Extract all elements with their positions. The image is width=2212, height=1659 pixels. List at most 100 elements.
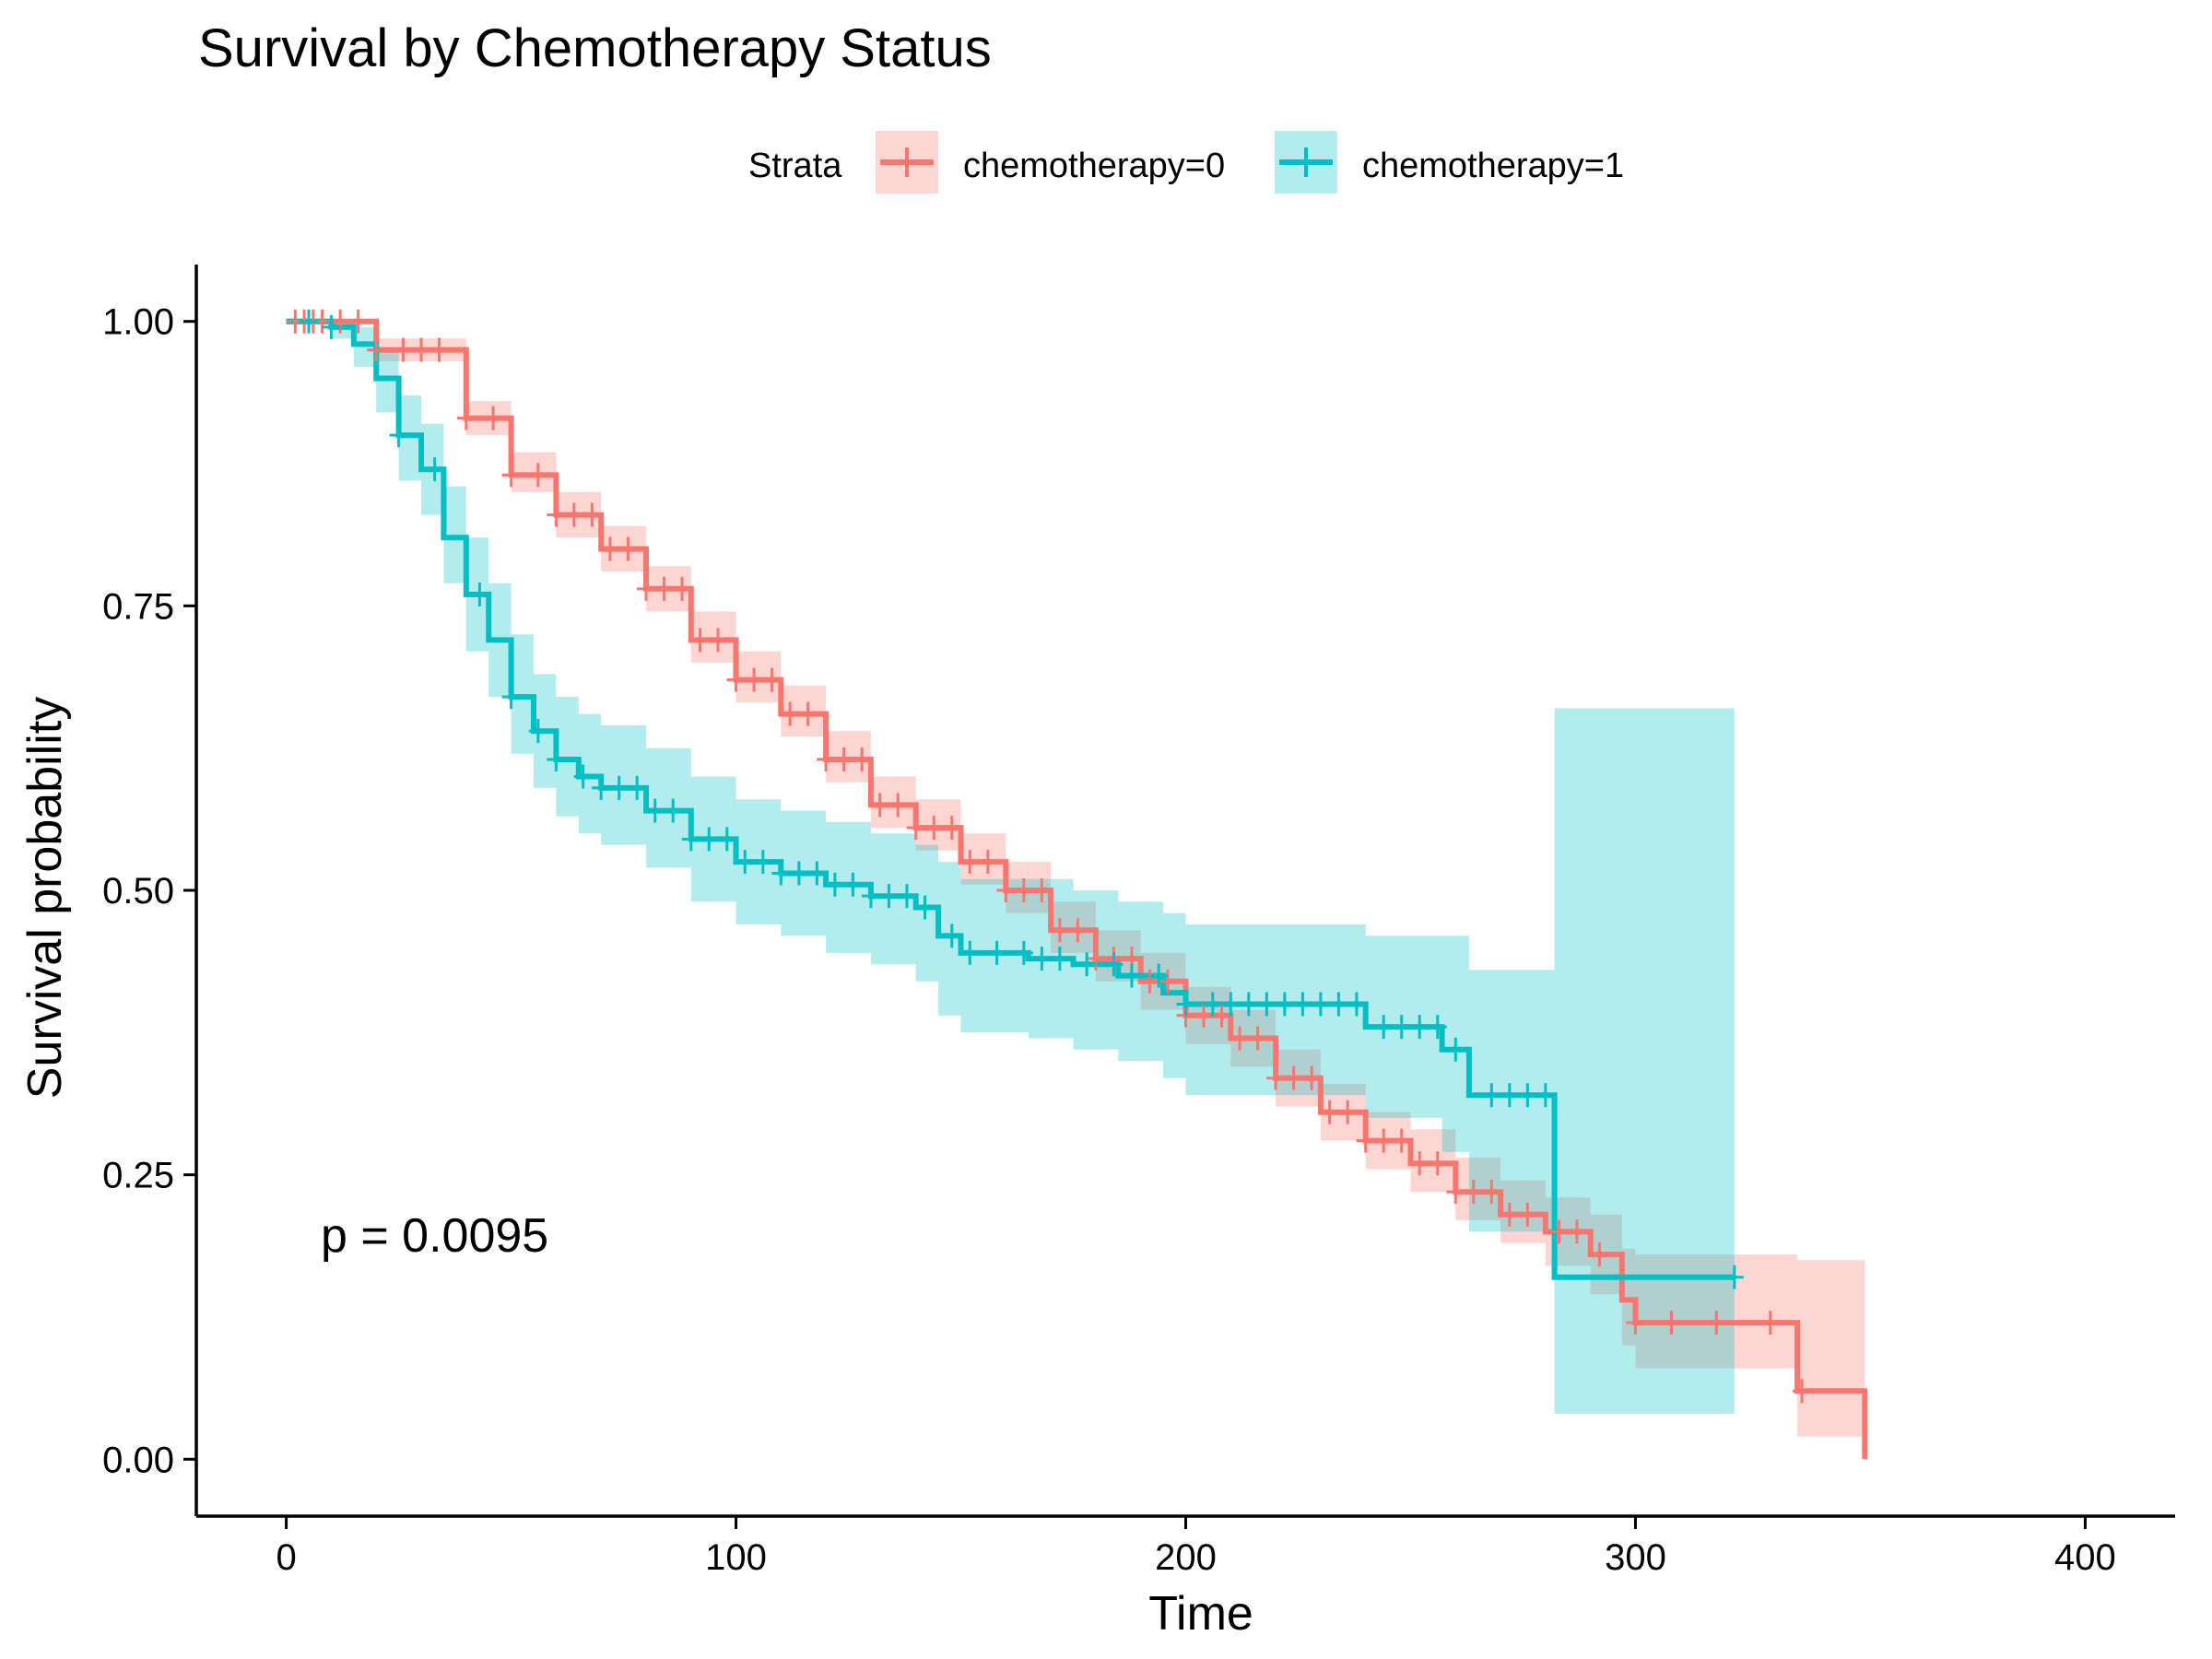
censor-mark — [528, 719, 547, 744]
censor-mark — [1014, 940, 1033, 965]
x-tick-label: 200 — [1155, 1537, 1217, 1578]
censor-mark — [1446, 1180, 1465, 1205]
censor-mark — [628, 775, 647, 800]
y-tick-label: 0.50 — [102, 871, 174, 912]
censor-mark — [1392, 1128, 1411, 1153]
censor-mark — [1176, 992, 1195, 1017]
censor-mark — [1518, 1202, 1537, 1227]
censor-mark — [1032, 878, 1052, 902]
censor-mark — [501, 685, 521, 710]
censor-mark — [817, 747, 836, 772]
censor-mark — [1014, 878, 1033, 902]
censor-mark — [942, 924, 961, 948]
censor-mark — [411, 337, 430, 362]
censor-mark — [1077, 952, 1097, 977]
censor-mark — [394, 337, 413, 362]
censor-mark — [888, 793, 908, 818]
censor-mark — [1347, 992, 1366, 1017]
censor-mark — [1032, 947, 1052, 971]
censor-mark — [1266, 1065, 1286, 1090]
y-axis-title: Survival probability — [18, 697, 72, 1099]
censor-mark — [1792, 1379, 1811, 1404]
censor-mark — [664, 798, 683, 823]
censor-mark — [861, 884, 880, 909]
censor-mark — [1221, 992, 1241, 1017]
censor-mark — [1194, 1003, 1214, 1028]
censor-mark — [645, 798, 665, 823]
y-tick-label: 0.00 — [102, 1440, 174, 1480]
censor-mark — [762, 667, 782, 692]
censor-mark — [753, 850, 772, 875]
censor-marks — [286, 309, 1811, 1404]
censor-mark — [1257, 992, 1277, 1017]
censor-mark — [834, 747, 853, 772]
censor-mark — [960, 850, 980, 875]
censor-mark — [1338, 1100, 1358, 1124]
censor-mark — [745, 667, 764, 692]
censor-mark — [1428, 1151, 1447, 1176]
censor-mark — [924, 816, 944, 841]
censor-mark — [367, 337, 386, 362]
censor-mark — [690, 628, 710, 653]
censor-mark — [1104, 952, 1124, 977]
censor-mark — [1549, 1219, 1569, 1244]
censor-mark — [771, 861, 791, 886]
censor-mark — [547, 747, 566, 772]
censor-mark — [1707, 1311, 1726, 1335]
censor-mark — [1760, 1311, 1780, 1335]
censor-mark — [789, 861, 808, 886]
censor-mark — [960, 940, 980, 965]
censor-mark — [1374, 1015, 1394, 1040]
chart-title: Survival by Chemotherapy Status — [198, 18, 992, 78]
censor-mark — [987, 940, 1006, 965]
censor-mark — [915, 895, 935, 920]
censor-mark — [600, 536, 619, 561]
censor-mark — [1302, 1065, 1322, 1090]
censor-mark — [853, 747, 872, 772]
censor-mark — [1230, 1026, 1250, 1051]
legend-item-chemotherapy-1: chemotherapy=1 — [1275, 131, 1624, 194]
censor-mark — [636, 576, 655, 601]
censor-mark — [425, 457, 444, 482]
censor-mark — [1068, 918, 1088, 943]
x-tick-label: 400 — [2054, 1537, 2116, 1578]
censor-mark — [609, 775, 629, 800]
censor-mark — [798, 701, 818, 726]
censor-mark — [1482, 1083, 1501, 1108]
censor-mark — [843, 872, 863, 897]
censor-mark — [1724, 1265, 1744, 1289]
legend: Strata chemotherapy=0 chemotherapy=1 — [748, 131, 1624, 194]
censor-mark — [1428, 1015, 1447, 1040]
censor-mark — [1086, 947, 1105, 971]
censor-mark — [1464, 1180, 1483, 1205]
y-tick-label: 0.25 — [102, 1156, 174, 1196]
p-value-annotation: p = 0.0095 — [321, 1209, 548, 1263]
censor-mark — [1203, 992, 1222, 1017]
censor-mark — [781, 701, 800, 726]
censor-mark — [1149, 963, 1169, 988]
censor-mark — [470, 582, 489, 607]
censor-mark — [582, 502, 602, 527]
censor-mark — [618, 536, 638, 561]
legend-item-chemotherapy-0: chemotherapy=0 — [876, 131, 1225, 194]
censor-mark — [592, 775, 611, 800]
censor-mark — [1158, 969, 1177, 994]
censor-mark — [1356, 1128, 1375, 1153]
censor-mark — [681, 827, 700, 852]
censor-mark — [1590, 1242, 1609, 1267]
censor-mark — [672, 576, 691, 601]
x-tick-label: 300 — [1605, 1537, 1666, 1578]
censor-mark — [996, 878, 1016, 902]
censor-mark — [1050, 947, 1069, 971]
censor-mark — [1500, 1083, 1519, 1108]
legend-label-chemotherapy-0: chemotherapy=0 — [963, 147, 1225, 185]
censor-mark — [484, 406, 503, 430]
x-tick-label: 0 — [276, 1537, 296, 1578]
censor-mark — [942, 816, 961, 841]
censor-mark — [654, 576, 674, 601]
censor-mark — [564, 502, 583, 527]
censor-mark — [700, 827, 719, 852]
censor-mark — [1482, 1180, 1501, 1205]
censor-mark — [429, 337, 449, 362]
